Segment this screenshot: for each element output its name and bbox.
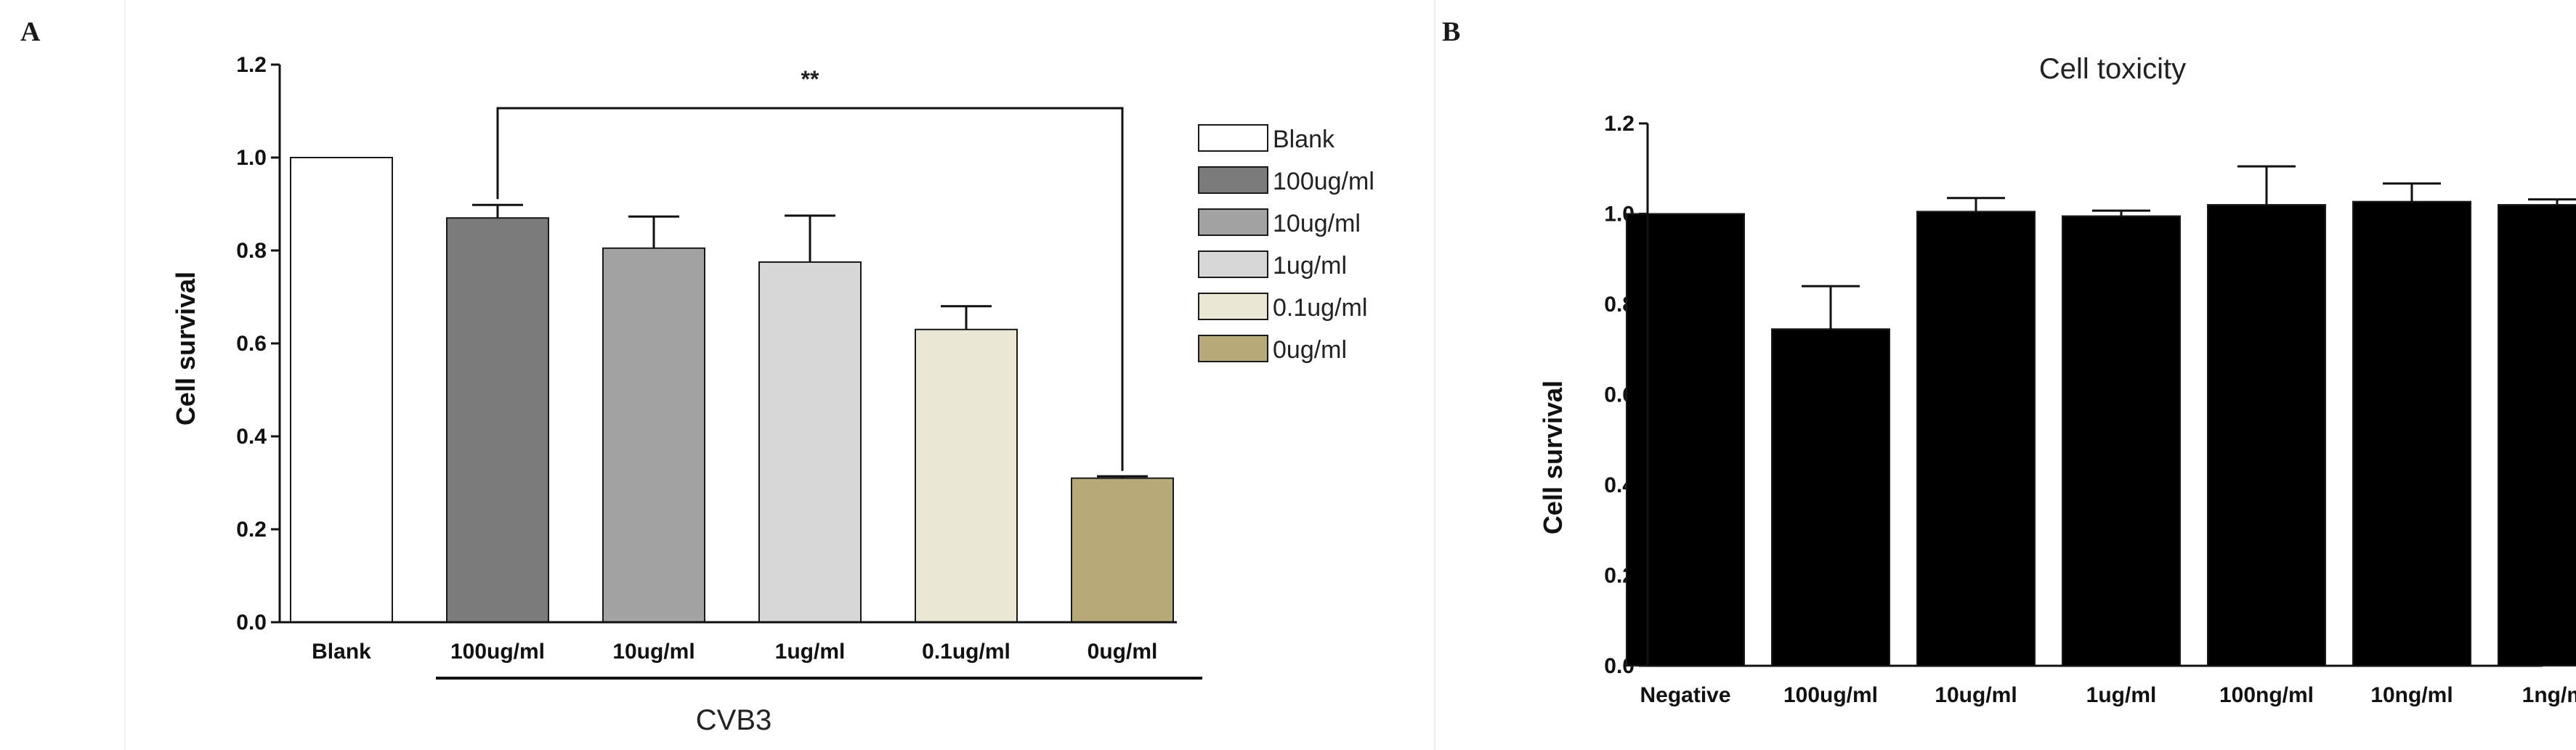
significance-label: ** bbox=[801, 66, 819, 92]
panel-b-bars bbox=[1626, 165, 2576, 667]
bar-10ng-ml bbox=[2352, 200, 2471, 667]
x-tick-label-1ug-ml: 1ug/ml bbox=[775, 640, 846, 664]
significance-bracket-line bbox=[496, 107, 1124, 471]
bar-0-1ug-ml bbox=[915, 328, 1018, 623]
legend-swatch-100ug-ml bbox=[1198, 166, 1268, 194]
panel-a-y-ticks: 0.0 0.2 0.4 0.6 0.8 1.0 1.2 bbox=[236, 53, 280, 635]
panel-a-significance-bracket: ** bbox=[496, 66, 1124, 471]
y-tick-label: 0.2 bbox=[236, 518, 267, 542]
x-tick-label-0-1ug-ml: 0.1ug/ml bbox=[922, 640, 1010, 664]
y-tick-label: 1.0 bbox=[236, 146, 267, 170]
x-tick-label-10ng-ml: 10ng/ml bbox=[2370, 683, 2453, 707]
bar-10ug-ml bbox=[1916, 211, 2036, 667]
panel-b-y-axis-title: Cell survival bbox=[1538, 380, 1568, 534]
legend-label-1ug-ml: 1ug/ml bbox=[1273, 252, 1347, 280]
bar-100ug-ml bbox=[1771, 328, 1890, 667]
panel-b-x-ticks: Negative 100ug/ml 10ug/ml 1ug/ml 100ng/ml 10n… bbox=[1640, 683, 2576, 707]
x-tick-label-10ug-ml: 10ug/ml bbox=[1935, 683, 2017, 707]
panel-b-chart-title: Cell toxicity bbox=[2039, 53, 2186, 85]
panel-a-label: A bbox=[20, 17, 41, 47]
bar-100ng-ml bbox=[2207, 204, 2326, 667]
x-tick-label-1ug-ml: 1ug/ml bbox=[2086, 683, 2157, 707]
panel-a: A Cell survival 0.0 0.2 0.4 0.6 0.8 1.0 1.2 Bl… bbox=[20, 17, 1374, 736]
legend-swatch-10ug-ml bbox=[1198, 208, 1268, 236]
bar-0ug-ml bbox=[1071, 477, 1174, 623]
x-tick-label-1ng-ml: 1ng/ml bbox=[2522, 683, 2576, 707]
legend-label-100ug-ml: 100ug/ml bbox=[1273, 168, 1374, 195]
x-tick-label-blank: Blank bbox=[312, 640, 371, 664]
legend-label-blank: Blank bbox=[1273, 126, 1335, 153]
bar-100ug-ml bbox=[446, 217, 549, 623]
panel-a-x-ticks: Blank 100ug/ml 10ug/ml 1ug/ml 0.1ug/ml 0ug/ml bbox=[312, 640, 1157, 664]
bar-10ug-ml bbox=[602, 247, 705, 623]
y-tick-label: 1.2 bbox=[236, 53, 267, 77]
y-tick-label: 0.6 bbox=[236, 332, 267, 356]
panel-a-axes bbox=[278, 65, 1177, 624]
panel-b-axes bbox=[1646, 123, 2543, 667]
x-tick-label-100ug-ml: 100ug/ml bbox=[1783, 683, 1878, 707]
panel-a-bars bbox=[290, 157, 1174, 623]
y-tick-label: 1.2 bbox=[1604, 112, 1635, 136]
legend-swatch-blank bbox=[1198, 124, 1268, 152]
panel-a-legend: Blank 100ug/ml 10ug/ml 1ug/ml 0.1ug/ml 0ug/ml bbox=[1198, 124, 1374, 364]
y-tick-label: 0.4 bbox=[236, 425, 267, 449]
group-label: CVB3 bbox=[696, 704, 772, 736]
legend-swatch-0ug-ml bbox=[1198, 335, 1268, 362]
panel-b: B Cell toxicity Cell survival 0.00.20.40… bbox=[1442, 17, 2576, 707]
x-tick-label-100ug-ml: 100ug/ml bbox=[450, 640, 545, 664]
x-tick-label-100ng-ml: 100ng/ml bbox=[2219, 683, 2314, 707]
legend-swatch-1ug-ml bbox=[1198, 250, 1268, 278]
y-tick-label: 0.0 bbox=[236, 611, 267, 635]
x-tick-label-10ug-ml: 10ug/ml bbox=[612, 640, 694, 664]
y-tick-label: 0.8 bbox=[236, 239, 267, 263]
bar-1ug-ml bbox=[2062, 215, 2181, 667]
legend-label-0-1ug-ml: 0.1ug/ml bbox=[1273, 294, 1367, 322]
legend-label-10ug-ml: 10ug/ml bbox=[1273, 210, 1361, 237]
bar-negative bbox=[1626, 213, 1745, 667]
panel-a-y-axis-title: Cell survival bbox=[171, 272, 201, 425]
bar-1ng-ml bbox=[2498, 204, 2576, 667]
panel-a-group-bracket: CVB3 bbox=[436, 677, 1202, 736]
legend-label-0ug-ml: 0ug/ml bbox=[1273, 336, 1347, 364]
panel-b-label: B bbox=[1442, 17, 1460, 47]
bar-1ug-ml bbox=[758, 261, 862, 623]
legend-swatch-0-1ug-ml bbox=[1198, 293, 1268, 320]
x-tick-label-negative: Negative bbox=[1640, 683, 1730, 707]
x-tick-label-0ug-ml: 0ug/ml bbox=[1087, 640, 1158, 664]
bar-blank bbox=[290, 157, 393, 623]
